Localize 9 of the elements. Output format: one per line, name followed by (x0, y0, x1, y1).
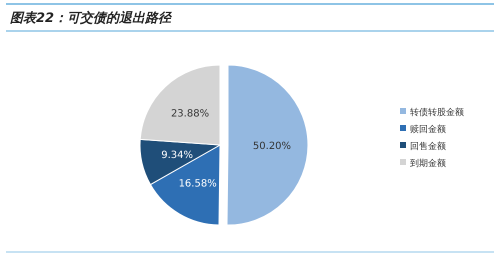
legend-label: 转债转股金额 (410, 107, 464, 118)
legend-label: 到期金额 (410, 158, 446, 170)
data-label: 16.58% (178, 178, 217, 190)
data-label: 23.88% (170, 108, 210, 120)
legend-label: 赎回金额 (410, 124, 446, 136)
data-label: 50.20% (252, 140, 292, 152)
chart-title: 图表22：可交债的退出路径 (10, 10, 174, 26)
legend-label: 回售金额 (410, 141, 446, 152)
data-label: 9.34% (161, 150, 193, 162)
